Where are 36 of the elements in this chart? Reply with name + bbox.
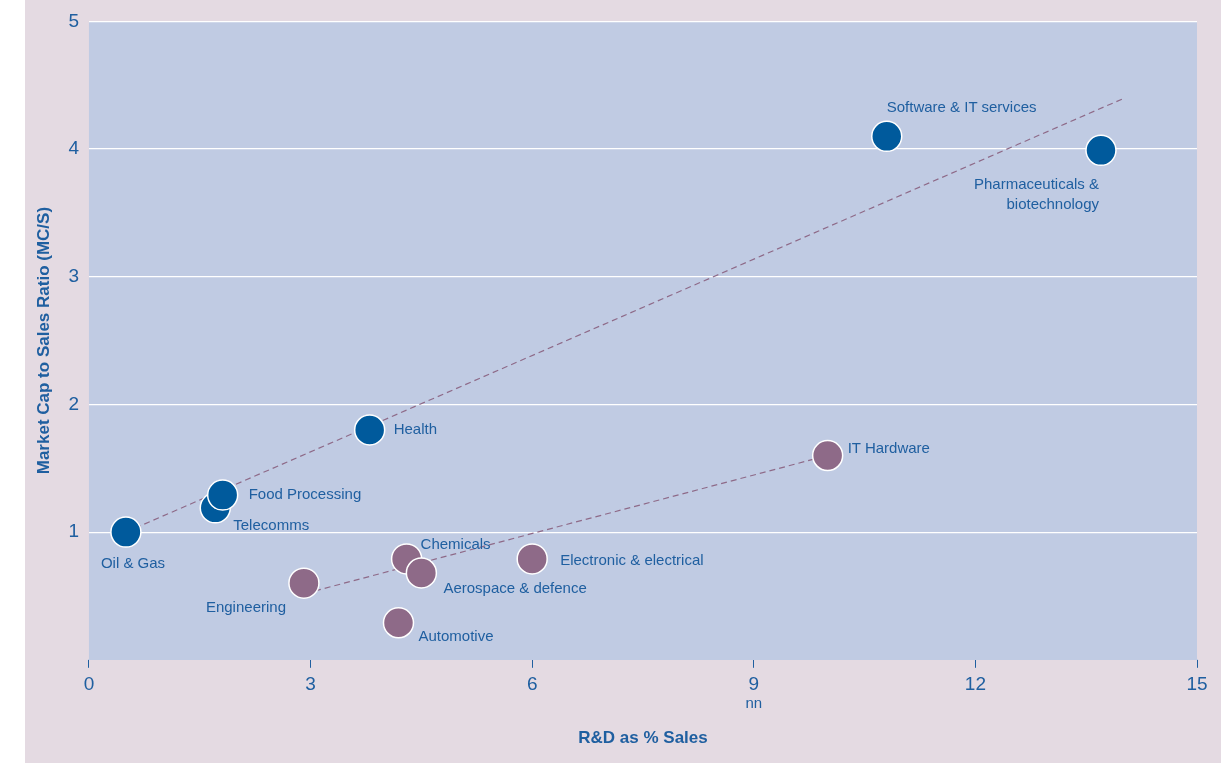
- point: [516, 543, 548, 575]
- y-tick-label: 4: [68, 137, 80, 159]
- x-tick-label: 15: [1186, 673, 1208, 695]
- annotation: Oil & Gas: [100, 554, 166, 572]
- annotation: IT Hardware: [847, 438, 930, 456]
- annotation: Chemicals: [420, 535, 491, 553]
- annotation: Health: [393, 420, 438, 438]
- annotation: Engineering: [205, 598, 286, 616]
- annotation: Electronic & electrical: [560, 551, 704, 569]
- point: [1085, 134, 1117, 167]
- y-tick-label: 5: [68, 9, 79, 31]
- annotation: Aerospace & defence: [443, 579, 587, 597]
- point: [871, 120, 903, 153]
- point: [206, 479, 239, 511]
- y-tick-label: 1: [68, 520, 79, 542]
- x-tick-label: 0: [83, 673, 95, 695]
- x-axis-title: R&D as % Sales: [578, 728, 708, 748]
- x-tick-label: 6: [526, 673, 538, 695]
- point: [811, 439, 844, 472]
- y-axis-title: Market Cap to Sales Ratio (MC/S): [33, 206, 53, 475]
- y-tick-label: 2: [68, 392, 79, 414]
- point: [382, 607, 415, 639]
- point: [110, 516, 142, 548]
- x-tick-label: 3: [305, 673, 316, 695]
- point: [405, 557, 438, 589]
- annotation: Telecomms: [233, 516, 310, 533]
- annotation: Software & IT services: [886, 98, 1037, 116]
- annotation: Food Processing: [248, 485, 362, 503]
- x-tick-label: 12: [964, 673, 986, 695]
- x-tick-label: 9: [748, 673, 760, 695]
- point: [288, 567, 320, 599]
- annotation: Automotive: [418, 626, 494, 644]
- annotation: Pharmaceuticals & biotechnology: [973, 175, 1100, 213]
- point: [353, 414, 386, 446]
- text: nn: [745, 693, 763, 711]
- y-tick-label: 3: [68, 264, 79, 286]
